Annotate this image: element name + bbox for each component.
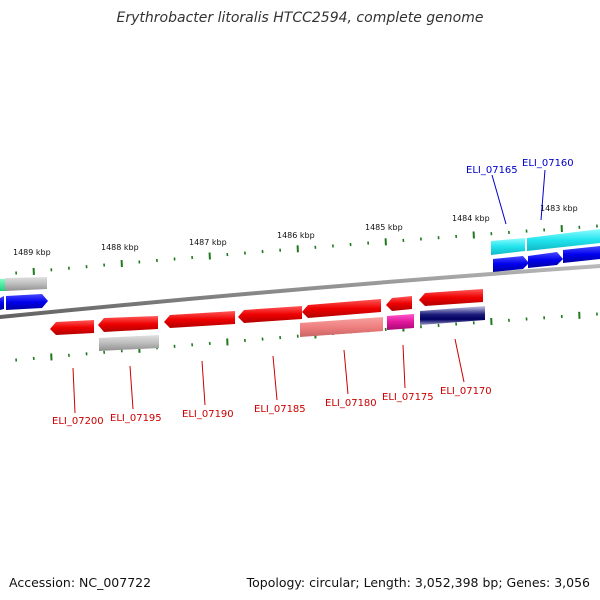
reverse-features bbox=[50, 289, 485, 351]
gene-arrow-ELI_07185[interactable] bbox=[238, 306, 302, 323]
leader-ELI_07195 bbox=[129, 365, 134, 410]
feature-blue-partial[interactable] bbox=[0, 296, 4, 310]
genome-summary-text: Topology: circular; Length: 3,052,398 bp… bbox=[246, 575, 590, 590]
gene-label-ELI_07195[interactable]: ELI_07195 bbox=[110, 413, 162, 424]
feature-magenta-ELI_07175[interactable] bbox=[387, 314, 414, 330]
gene-arrow-ELI_07165[interactable] bbox=[493, 256, 529, 272]
leader-ELI_07160 bbox=[540, 169, 546, 221]
leader-ELI_07175 bbox=[402, 344, 406, 389]
forward-features bbox=[0, 229, 600, 310]
gene-label-ELI_07160[interactable]: ELI_07160 bbox=[522, 158, 574, 169]
tick-label-1484: 1484 kbp bbox=[452, 214, 490, 223]
tick-label-1486: 1486 kbp bbox=[277, 231, 315, 240]
feature-blue-right[interactable] bbox=[563, 246, 600, 263]
accession-text: Accession: NC_007722 bbox=[9, 575, 152, 590]
gene-arrow-ELI_07200[interactable] bbox=[50, 320, 94, 335]
map-title: Erythrobacter litoralis HTCC2594, comple… bbox=[116, 10, 484, 26]
gene-arrow-ELI_07170[interactable] bbox=[419, 289, 483, 306]
leader-ELI_07165 bbox=[491, 174, 507, 225]
tick-label-1483: 1483 kbp bbox=[540, 204, 578, 213]
leader-ELI_07185 bbox=[272, 355, 278, 401]
upper-scale bbox=[15, 224, 598, 275]
feature-blue-left[interactable] bbox=[6, 294, 48, 310]
leader-ELI_07190 bbox=[201, 360, 206, 406]
tick-label-1488: 1488 kbp bbox=[101, 243, 139, 252]
scale-labels: 1489 kbp 1488 kbp 1487 kbp 1486 kbp 1485… bbox=[13, 204, 578, 257]
lower-scale bbox=[15, 311, 598, 362]
feature-cyan-1[interactable] bbox=[491, 238, 525, 255]
gene-label-ELI_07180[interactable]: ELI_07180 bbox=[325, 398, 377, 409]
gene-label-ELI_07200[interactable]: ELI_07200 bbox=[52, 416, 104, 427]
tick-label-1487: 1487 kbp bbox=[189, 238, 227, 247]
gene-label-ELI_07175[interactable]: ELI_07175 bbox=[382, 392, 434, 403]
gene-label-ELI_07185[interactable]: ELI_07185 bbox=[254, 404, 306, 415]
tick-label-1489: 1489 kbp bbox=[13, 248, 51, 257]
label-leaders bbox=[72, 169, 546, 414]
leader-ELI_07200 bbox=[72, 367, 76, 414]
feature-gray-partial[interactable] bbox=[5, 277, 47, 291]
feature-navy-ELI_07170[interactable] bbox=[420, 306, 485, 325]
gene-arrow-ELI_07195[interactable] bbox=[98, 316, 158, 332]
gene-arrow-ELI_07175[interactable] bbox=[386, 296, 412, 311]
feature-green-partial[interactable] bbox=[0, 279, 5, 291]
gene-label-ELI_07190[interactable]: ELI_07190 bbox=[182, 409, 234, 420]
gene-label-ELI_07165[interactable]: ELI_07165 bbox=[466, 165, 518, 176]
gene-labels: ELI_07200 ELI_07195 ELI_07190 ELI_07185 … bbox=[52, 158, 574, 427]
gene-arrow-ELI_07180[interactable] bbox=[302, 299, 381, 318]
feature-cyan-2[interactable] bbox=[527, 229, 600, 251]
tick-label-1485: 1485 kbp bbox=[365, 223, 403, 232]
gene-arrow-ELI_07160[interactable] bbox=[528, 252, 563, 268]
leader-ELI_07170 bbox=[454, 338, 465, 383]
gene-arrow-ELI_07190[interactable] bbox=[164, 311, 235, 328]
feature-pink-ELI_07180[interactable] bbox=[300, 317, 383, 337]
gene-label-ELI_07170[interactable]: ELI_07170 bbox=[440, 386, 492, 397]
genome-backbone bbox=[0, 264, 600, 319]
leader-ELI_07180 bbox=[343, 349, 349, 395]
feature-gray-ELI_07195[interactable] bbox=[99, 335, 159, 351]
